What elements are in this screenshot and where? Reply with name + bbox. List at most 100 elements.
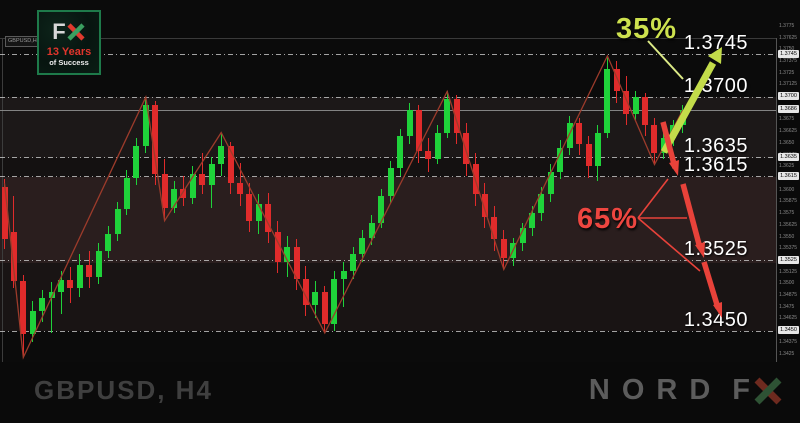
zone-band-upper (0, 97, 776, 158)
axis-tick-label: 1.35125 (779, 268, 798, 275)
axis-tick-label: 1.37125 (779, 81, 798, 88)
candle-bullish (48, 291, 55, 299)
price-axis[interactable]: 1.3775 1.37625 1.3750 1.37375 1.3725 1.37125 1… (776, 23, 800, 362)
candle-bearish (152, 104, 159, 174)
axis-level-marker: 1.3686 (778, 105, 799, 114)
candle-bearish (576, 123, 583, 144)
candle-bearish (463, 132, 470, 165)
axis-level-marker: 1.3700 (778, 92, 799, 101)
zone-band-lower (0, 263, 776, 331)
candle-bearish (321, 291, 328, 324)
bearish-probability-label: 65% (577, 203, 639, 235)
candle-bullish (123, 177, 130, 210)
candle-bearish (500, 239, 507, 259)
axis-tick-label: 1.34625 (779, 315, 798, 322)
candle-bullish (350, 254, 357, 272)
candle-bearish (293, 246, 300, 279)
axis-tick-label: 1.35625 (779, 221, 798, 228)
footer-bar: GBPUSD, H4 NORD F (0, 362, 800, 423)
axis-tick-label: 1.3725 (779, 69, 795, 76)
candle-bearish (642, 97, 649, 126)
candle-bullish (670, 125, 677, 139)
axis-tick-label: 1.3625 (779, 163, 795, 170)
candle-bullish (189, 173, 196, 199)
candle-bearish (20, 280, 27, 334)
candle-bullish (529, 213, 536, 229)
candle-bearish (491, 216, 498, 240)
candle-bearish (67, 279, 74, 289)
logo-tagline-text: of Success (49, 58, 89, 67)
axis-level-marker: 1.3525 (778, 255, 799, 264)
candle-bullish (312, 291, 319, 305)
candle-bullish (444, 98, 451, 133)
candle-bullish (406, 110, 413, 137)
logo-letter-f: F (52, 19, 66, 44)
candle-bullish (58, 279, 65, 292)
axis-level-marker: 1.3635 (778, 152, 799, 161)
axis-tick-label: 1.37375 (779, 57, 798, 64)
candle-bullish (397, 136, 404, 169)
level-price-label: 1.3525 (683, 238, 748, 260)
candle-bullish (39, 298, 46, 312)
candle-bearish (613, 68, 620, 92)
candle-bullish (557, 147, 564, 172)
candle-bullish (660, 138, 667, 154)
candle-bullish (538, 194, 545, 214)
axis-tick-label: 1.3600 (779, 186, 795, 193)
level-line-1.3635 (0, 157, 776, 158)
candle-bullish (331, 278, 338, 324)
candle-bearish (227, 145, 234, 184)
level-price-label: 1.3700 (683, 75, 748, 97)
axis-tick-label: 1.34875 (779, 292, 798, 299)
axis-tick-label: 1.3550 (779, 233, 795, 240)
candle-bullish (218, 145, 225, 165)
axis-level-marker: 1.3615 (778, 171, 799, 180)
candle-bearish (246, 194, 253, 221)
brand-f-text: F (732, 374, 750, 406)
candle-bullish (368, 222, 375, 238)
axis-tick-label: 1.3775 (779, 22, 795, 29)
logo-x-icon (67, 23, 85, 41)
candle-bullish (434, 132, 441, 159)
axis-tick-label: 1.3500 (779, 280, 795, 287)
candle-bearish (302, 278, 309, 305)
chart-canvas[interactable]: 1.3745 1.3700 1.3635 1.3615 1.3525 1.3450 (0, 0, 776, 423)
current-price-line (0, 110, 776, 111)
axis-tick-label: 1.35375 (779, 245, 798, 252)
axis-tick-label: 1.3425 (779, 350, 795, 357)
candle-bearish (10, 231, 17, 281)
candle-bullish (340, 271, 347, 279)
candle-bullish (679, 110, 686, 126)
nordfx-logo-badge: F 13 Years of Success (37, 10, 101, 75)
brand-nord-text: NORD (588, 374, 723, 406)
candle-bullish (387, 168, 394, 197)
candle-bearish (453, 98, 460, 133)
axis-tick-label: 1.3750 (779, 46, 794, 52)
logo-fx-row: F (39, 21, 99, 43)
level-line-1.3700 (0, 97, 776, 98)
level-line-1.3450 (0, 331, 776, 332)
candle-bullish (510, 243, 517, 259)
level-price-label: 1.3615 (683, 154, 748, 176)
candle-bullish (519, 228, 526, 244)
candle-wick (343, 261, 345, 307)
candle-wick (60, 271, 62, 315)
candle-wick (51, 282, 53, 334)
candle-bullish (632, 97, 639, 114)
candle-bearish (425, 151, 432, 159)
axis-level-marker: 1.3745 (778, 49, 799, 58)
candle-bullish (133, 145, 140, 178)
level-price-label: 1.3745 (683, 32, 748, 54)
candle-bullish (142, 104, 149, 146)
candle-bullish (29, 311, 36, 334)
candle-bearish (472, 164, 479, 195)
candle-bearish (623, 91, 630, 114)
candle-bullish (114, 209, 121, 234)
candle-bearish (199, 173, 206, 186)
candle-bullish (547, 171, 554, 195)
candle-bearish (265, 203, 272, 232)
level-price-label: 1.3450 (683, 309, 748, 331)
candle-bearish (180, 188, 187, 199)
candle-bullish (76, 264, 83, 289)
level-line-1.3525 (0, 260, 776, 261)
